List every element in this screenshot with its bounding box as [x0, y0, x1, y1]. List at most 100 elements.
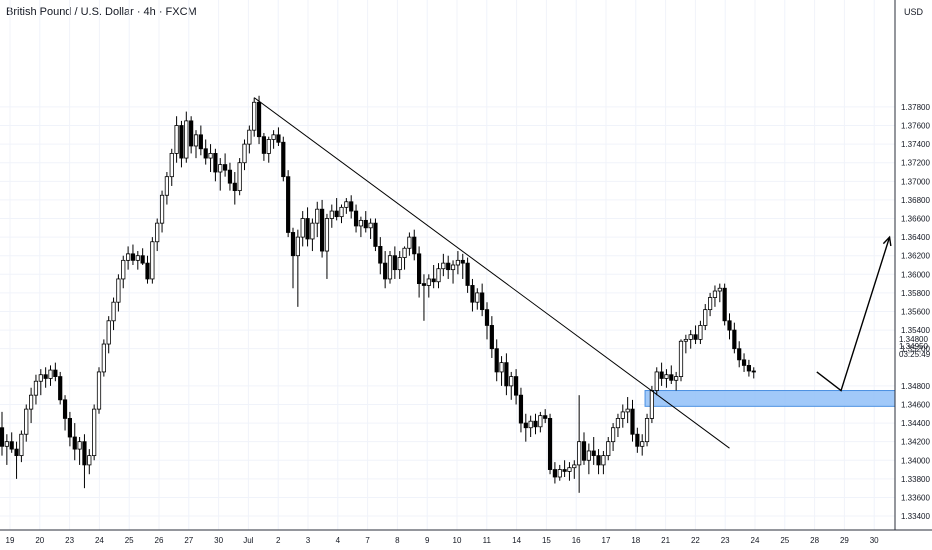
- time-tick-label: 26: [155, 536, 164, 545]
- candle: [431, 265, 436, 289]
- forecast-path: [816, 236, 891, 392]
- candle: [368, 218, 373, 239]
- candle: [111, 297, 116, 331]
- candle-body: [4, 441, 9, 447]
- candle-body: [387, 255, 393, 280]
- candle: [698, 320, 703, 345]
- candle-body: [106, 320, 111, 345]
- candle: [509, 371, 514, 400]
- candle: [58, 371, 63, 405]
- candle: [266, 136, 271, 163]
- candle: [416, 246, 422, 298]
- candle: [242, 139, 247, 171]
- time-tick-label: 14: [512, 536, 521, 545]
- candle-body: [441, 262, 446, 270]
- candle-body: [116, 278, 121, 303]
- candle: [101, 339, 106, 377]
- candle: [552, 462, 558, 484]
- candle-body: [87, 455, 92, 466]
- price-axis[interactable]: 1.37800 1.37600 1.37400 1.37200 1.37000 1.368…: [901, 103, 930, 521]
- candle: [407, 232, 412, 256]
- candle-body: [489, 325, 494, 350]
- candle-body: [538, 415, 543, 428]
- candle-body: [378, 246, 383, 264]
- candle: [28, 387, 34, 424]
- candle: [567, 462, 572, 481]
- candle-body: [499, 362, 504, 373]
- countdown-label: 03:25:49: [899, 350, 931, 359]
- candle: [339, 204, 344, 224]
- candle-body: [38, 374, 43, 382]
- time-tick-label: 29: [840, 536, 849, 545]
- time-tick-label: 10: [453, 536, 462, 545]
- candle: [218, 158, 223, 191]
- time-tick-label: 27: [184, 536, 193, 545]
- candle-body: [708, 297, 713, 311]
- candle-body: [421, 283, 427, 286]
- candle: [581, 432, 587, 465]
- candle-body: [0, 427, 5, 447]
- candle: [378, 237, 383, 275]
- candle: [383, 251, 388, 289]
- candle: [363, 211, 368, 233]
- candle-body: [62, 399, 68, 419]
- candle: [62, 395, 68, 431]
- candle: [475, 288, 480, 310]
- candle-body: [237, 162, 242, 192]
- candle: [712, 285, 718, 307]
- candle-body: [164, 176, 169, 196]
- candle-body: [363, 219, 368, 229]
- candle-body: [310, 222, 315, 240]
- candle-body: [53, 369, 58, 377]
- candle-body: [523, 422, 528, 429]
- candle: [557, 464, 562, 481]
- candle-body: [145, 262, 150, 280]
- candle-body: [640, 441, 645, 447]
- candle-body: [727, 320, 732, 331]
- candle-body: [383, 262, 388, 280]
- candle: [310, 218, 315, 252]
- candle: [38, 369, 43, 396]
- candle-body: [693, 334, 698, 340]
- candle: [683, 334, 688, 354]
- candle: [53, 362, 58, 382]
- candle-body: [586, 450, 591, 461]
- time-tick-label: 3: [306, 536, 311, 545]
- candle: [630, 399, 635, 442]
- candle: [426, 274, 431, 298]
- candle-body: [698, 325, 703, 340]
- candle: [480, 283, 485, 317]
- candle: [751, 367, 756, 379]
- candle: [130, 244, 136, 265]
- candle-body: [373, 222, 378, 247]
- candle-body: [9, 441, 14, 450]
- candle-body: [547, 418, 553, 470]
- candles: [0, 95, 756, 493]
- time-axis[interactable]: 19 20 23 24 25 26 27 30 Jul 2 3 4 7 8 9 10 11 14 15 16 17 18 2…: [6, 536, 880, 545]
- candle: [611, 423, 616, 451]
- candle-body: [82, 441, 87, 466]
- candle: [722, 283, 727, 326]
- price-tick-label: 1.36200: [901, 252, 930, 261]
- candle-body: [159, 194, 165, 224]
- candle: [703, 304, 708, 331]
- candle: [87, 449, 92, 475]
- price-tick-label: 1.33400: [901, 512, 930, 521]
- candle-body: [407, 236, 412, 249]
- time-tick-label: 9: [425, 536, 430, 545]
- candle: [591, 437, 596, 465]
- candle: [727, 313, 732, 340]
- candle-body: [130, 253, 136, 261]
- price-tick-label: 1.36600: [901, 215, 930, 224]
- candle-body: [475, 292, 480, 303]
- chart-title: British Pound / U.S. Dollar · 4h · FXCM: [6, 6, 197, 18]
- candle-body: [315, 208, 320, 224]
- candle-body: [28, 394, 34, 410]
- candle-body: [155, 222, 160, 243]
- candle: [402, 246, 407, 270]
- candle-body: [625, 408, 630, 413]
- candle: [601, 450, 606, 475]
- candle: [659, 362, 664, 386]
- time-tick-label: 25: [125, 536, 134, 545]
